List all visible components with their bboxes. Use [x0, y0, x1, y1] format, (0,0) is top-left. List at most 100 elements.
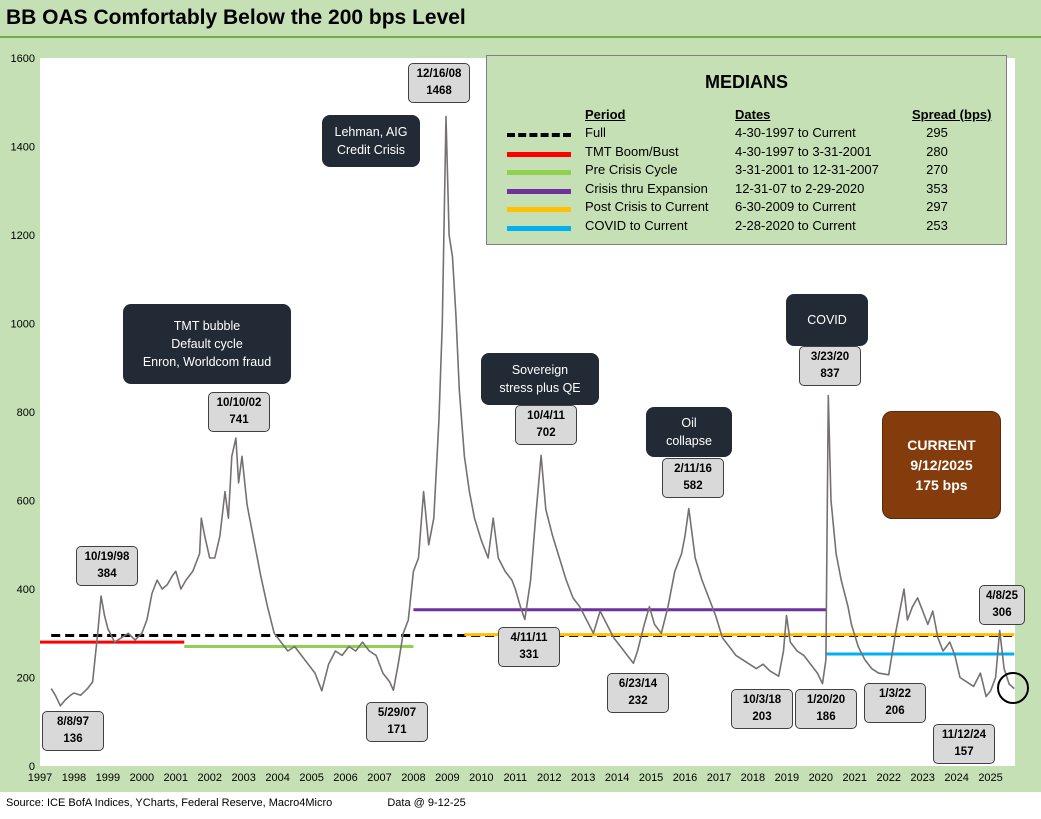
- callout-value: 186: [816, 711, 836, 723]
- medians-period: Full: [585, 125, 606, 140]
- x-tick-label: 1997: [28, 772, 52, 784]
- event-text: stress plus QE: [499, 381, 581, 395]
- callout-date: 11/12/24: [941, 729, 987, 741]
- x-tick-label: 2003: [231, 772, 255, 784]
- date-value-callout: 10/4/11 702: [515, 405, 577, 445]
- callout-value: 837: [820, 368, 840, 380]
- event-annotation: Lehman, AIG Credit Crisis: [322, 115, 420, 167]
- x-tick-label: 2015: [639, 772, 663, 784]
- date-value-callout: 2/11/16 582: [662, 458, 724, 498]
- medians-row: Post Crisis to Current 6-30-2009 to Curre…: [487, 199, 1006, 217]
- medians-period: Pre Crisis Cycle: [585, 162, 678, 177]
- callout-date: 5/29/07: [377, 707, 417, 719]
- medians-dates: 3-31-2001 to 12-31-2007: [735, 162, 879, 177]
- callout-value: 171: [387, 724, 407, 736]
- current-date: 9/12/2025: [910, 457, 973, 473]
- medians-spread: 280: [926, 143, 948, 159]
- medians-dates: 4-30-1997 to 3-31-2001: [735, 143, 872, 159]
- event-text: collapse: [666, 434, 712, 448]
- medians-row: COVID to Current 2-28-2020 to Current 253: [487, 218, 1006, 236]
- callout-value: 582: [683, 480, 703, 492]
- callout-value: 232: [628, 695, 648, 707]
- event-text: Credit Crisis: [336, 143, 406, 157]
- medians-dates: 12-31-07 to 2-29-2020: [735, 180, 865, 196]
- date-value-callout: 5/29/07 171: [366, 702, 428, 742]
- medians-spread: 270: [926, 162, 948, 177]
- medians-row: Full 4-30-1997 to Current 295: [487, 125, 1006, 143]
- event-text: Sovereign: [511, 363, 569, 377]
- spread-header: Spread (bps): [912, 107, 992, 122]
- event-text: Oil: [681, 416, 697, 430]
- medians-period: Crisis thru Expansion: [585, 180, 708, 196]
- event-text: COVID: [807, 313, 847, 327]
- legend-swatch: [507, 133, 571, 137]
- x-tick-label: 2020: [809, 772, 833, 784]
- period-header: Period: [585, 107, 626, 122]
- callout-date: 12/16/08: [416, 68, 462, 80]
- callout-date: 2/11/16: [674, 463, 712, 475]
- x-tick-label: 2012: [537, 772, 561, 784]
- legend-swatch: [507, 151, 571, 157]
- title-divider: [0, 36, 1041, 38]
- medians-period: Post Crisis to Current: [585, 199, 709, 214]
- event-annotation: TMT bubble Default cycle Enron, Worldcom f…: [123, 304, 291, 384]
- medians-title: MEDIANS: [704, 72, 788, 92]
- date-value-callout: 11/12/24 157: [933, 724, 995, 764]
- callout-date: 1/3/22: [879, 688, 911, 700]
- medians-period: TMT Boom/Bust: [585, 143, 679, 159]
- x-tick-label: 2016: [673, 772, 697, 784]
- medians-period: COVID to Current: [585, 217, 688, 233]
- callout-date: 8/8/97: [57, 716, 89, 728]
- callout-value: 206: [885, 705, 905, 717]
- series-layer: [50, 115, 1015, 707]
- y-axis: 0 200 400 600 800 1000 1200 1400 1600: [11, 53, 35, 773]
- callout-date: 3/23/20: [810, 351, 850, 363]
- date-value-callout: 1/20/20 186: [795, 689, 857, 729]
- x-tick-label: 1999: [96, 772, 120, 784]
- legend-swatch: [507, 170, 571, 175]
- x-tick-label: 2019: [775, 772, 799, 784]
- x-tick-label: 2000: [130, 772, 154, 784]
- event-text: Default cycle: [171, 337, 243, 351]
- medians-legend: MEDIANS Period Dates Spread (bps) Full 4-…: [486, 55, 1007, 245]
- median-lines: [40, 608, 1015, 656]
- callout-value: 157: [954, 746, 974, 758]
- y-tick-label: 800: [17, 407, 35, 419]
- y-tick-label: 1200: [11, 230, 35, 242]
- date-value-callout: 10/3/18 203: [731, 689, 793, 729]
- callout-value: 702: [536, 427, 556, 439]
- event-annotation: COVID: [786, 294, 868, 346]
- y-tick-label: 1000: [11, 319, 35, 331]
- footer: Source: ICE BofA Indices, YCharts, Feder…: [6, 797, 518, 809]
- callout-value: 136: [63, 733, 83, 745]
- event-annotation: Oil collapse: [646, 407, 732, 457]
- x-tick-label: 2023: [910, 772, 934, 784]
- date-value-callout: 8/8/97 136: [42, 711, 104, 751]
- event-annotation: Sovereign stress plus QE: [481, 353, 599, 405]
- callout-value: 741: [229, 414, 249, 426]
- callout-date: 4/8/25: [986, 590, 1018, 602]
- data-date: Data @ 9-12-25: [387, 797, 466, 809]
- legend-swatch: [507, 225, 571, 231]
- x-tick-label: 2017: [707, 772, 731, 784]
- callout-date: 4/11/11: [510, 632, 548, 644]
- callout-date: 10/3/18: [742, 694, 782, 706]
- x-tick-label: 2018: [741, 772, 765, 784]
- date-value-callout: 4/8/25 306: [979, 585, 1025, 625]
- medians-dates: 6-30-2009 to Current: [735, 199, 856, 214]
- callout-value: 384: [97, 568, 117, 580]
- date-value-callout: 12/16/08 1468: [408, 63, 470, 103]
- x-tick-label: 2024: [944, 772, 968, 784]
- legend-swatch: [507, 207, 571, 212]
- callout-date: 6/23/14: [618, 678, 658, 690]
- x-tick-label: 2005: [299, 772, 323, 784]
- medians-dates: 2-28-2020 to Current: [735, 217, 856, 233]
- x-axis: 1997 1998 1999 2000 2001 2002 2003 2004 2005 2006…: [28, 772, 1003, 784]
- x-tick-label: 2021: [843, 772, 867, 784]
- callout-date: 10/19/98: [84, 551, 130, 563]
- y-tick-label: 1400: [11, 142, 35, 154]
- date-value-callout: 1/3/22 206: [864, 683, 926, 723]
- series-line-bb-oas: [50, 115, 1015, 707]
- y-tick-label: 600: [17, 496, 35, 508]
- date-value-callout: 4/11/11 331: [498, 627, 560, 667]
